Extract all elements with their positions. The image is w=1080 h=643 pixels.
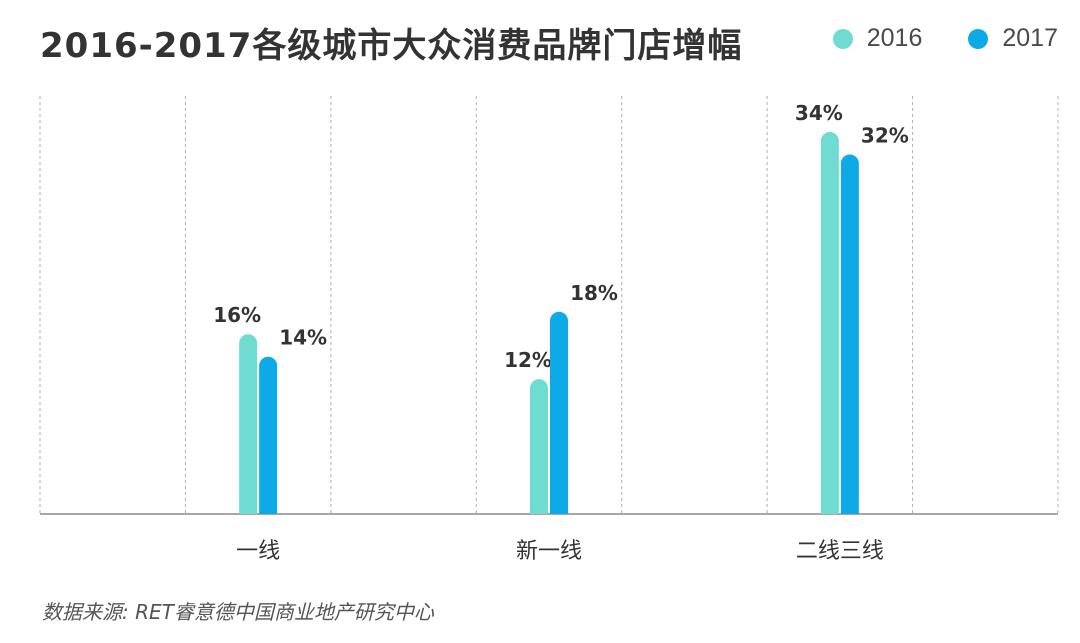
bar-2017-2 (840, 154, 859, 514)
legend-swatch-2017 (968, 28, 989, 49)
legend-label-2016: 2016 (866, 24, 923, 52)
bar-2016-0 (239, 334, 258, 514)
bar-2017-1 (550, 311, 568, 514)
data-label: 18% (570, 281, 618, 305)
bar-2016-2 (820, 132, 839, 514)
x-tick-label: 一线 (236, 539, 280, 564)
x-tick-label: 新一线 (516, 539, 582, 564)
data-label: 16% (213, 303, 261, 327)
bar-2016-1 (530, 379, 548, 514)
chart-title: 2016-2017各级城市大众消费品牌门店增幅 (40, 26, 743, 66)
legend-item-2017: 2017 (968, 24, 1058, 53)
data-label: 34% (795, 101, 843, 125)
data-label: 12% (504, 348, 552, 372)
legend: 2016 2017 (832, 24, 1058, 53)
data-label: 32% (861, 123, 909, 147)
legend-item-2016: 2016 (832, 24, 923, 53)
data-label: 14% (279, 326, 327, 350)
legend-swatch-2016 (832, 28, 853, 49)
legend-label-2017: 2017 (1002, 24, 1058, 52)
x-tick-label: 二线三线 (796, 539, 884, 564)
bar-2017-0 (259, 356, 278, 514)
source-note: 数据来源: RET睿意德中国商业地产研究中心 (42, 600, 434, 624)
